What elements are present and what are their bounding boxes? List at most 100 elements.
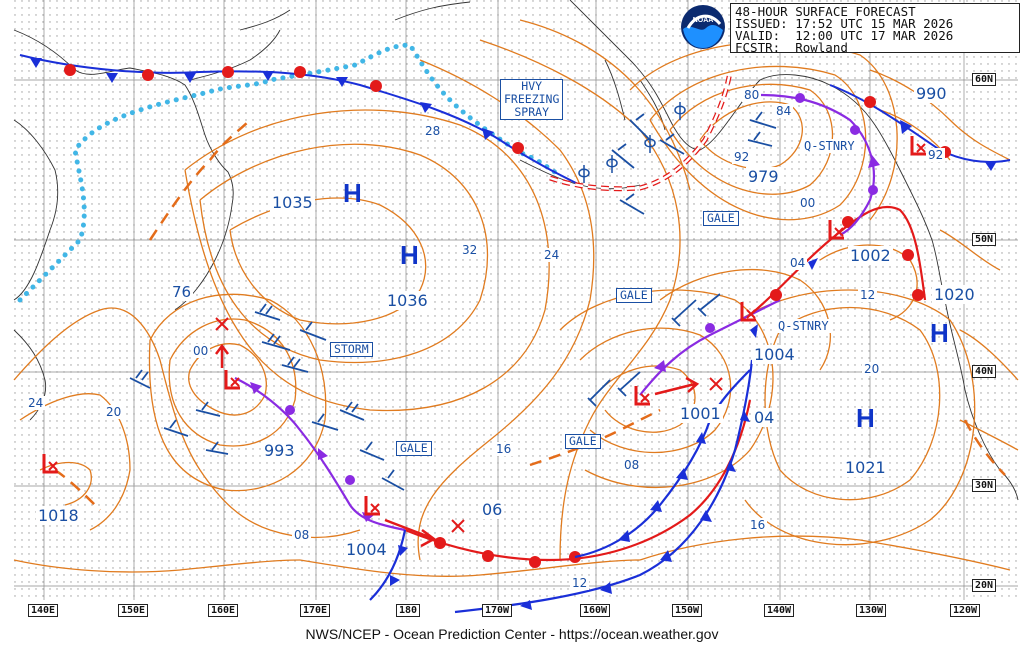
isobar-label: 04 (752, 408, 777, 427)
latitude-label: 20N (972, 579, 997, 592)
logo-text: NOAA (693, 17, 714, 24)
forecast-header: 48-HOUR SURFACE FORECAST ISSUED: 17:52 U… (730, 3, 1020, 55)
isobar-label: 24 (26, 396, 46, 410)
low-marker (42, 454, 58, 474)
cold-front-marks-north (30, 58, 494, 140)
latitude-label: 50N (972, 233, 997, 246)
isobar-label: 92 (926, 148, 946, 162)
isobar-label: 84 (774, 104, 794, 118)
low-marker (828, 220, 844, 240)
isobar-label: 00 (191, 344, 211, 358)
isobar-label: 32 (460, 243, 480, 257)
noaa-logo: NOAA (681, 5, 725, 49)
cold-front-east (454, 359, 754, 614)
longitude-label: 180 (396, 604, 421, 617)
warm-front-marks-east (770, 216, 924, 301)
wind-barbs (129, 111, 777, 491)
longitude-label: 140E (28, 604, 59, 617)
gale-warning-box: GALE (396, 441, 432, 456)
isobars (13, 19, 1019, 577)
low-pressure-value: 1004 (344, 540, 389, 559)
longitude-label: 170W (482, 604, 513, 617)
gale-warning-box: GALE (703, 211, 739, 226)
isobar-label: 20 (862, 362, 882, 376)
coastline-asia (13, 1, 471, 421)
longitude-label: 140W (764, 604, 795, 617)
latitude-label: 60N (972, 73, 997, 86)
high-pressure-value: 1035 (270, 193, 315, 212)
longitude-label: 120W (950, 604, 981, 617)
cold-front-marks-southwest (390, 545, 408, 586)
cold-front-marks-east (520, 410, 750, 610)
low-marker (224, 370, 240, 390)
cold-front-marks-east2 (750, 258, 818, 338)
future-position-x (451, 519, 465, 533)
low-marker (364, 496, 380, 516)
isobar-label: 12 (570, 576, 590, 590)
motion-arrow (215, 343, 229, 368)
isobar-label: 12 (858, 288, 878, 302)
low-pressure-value: 990 (914, 84, 949, 103)
occluded-marks-east (795, 93, 880, 195)
forecast-title: 48-HOUR SURFACE FORECAST (735, 4, 916, 19)
isobar-label: 80 (742, 88, 762, 102)
forecaster: FCSTR: Rowland (735, 40, 848, 55)
high-center-letter: H (930, 318, 949, 348)
low-pressure-value: 1002 (848, 246, 893, 265)
q-stnry-cold-marks (900, 120, 997, 171)
occluded-front-central (639, 299, 781, 396)
isobar-label: 16 (748, 518, 768, 532)
isobar-label: 08 (622, 458, 642, 472)
isobar-label: 20 (104, 405, 124, 419)
quasi-stationary-label: Q-STNRY (802, 139, 857, 153)
high-center-letter: H (400, 240, 419, 270)
latitude-label: 30N (972, 479, 997, 492)
gale-warning-box: GALE (565, 434, 601, 449)
motion-arrow (384, 518, 437, 548)
low-pressure-value: 979 (746, 167, 781, 186)
isobar-label: 92 (732, 150, 752, 164)
low-center-markers (42, 136, 926, 548)
occluded-marks-central (654, 323, 715, 372)
low-pressure-value: 1018 (36, 506, 81, 525)
isobar-label: 00 (798, 196, 818, 210)
motion-arrow (654, 376, 700, 396)
low-marker (740, 302, 756, 322)
high-center-letter: H (856, 403, 875, 433)
longitude-label: 170E (300, 604, 331, 617)
ice-edge (17, 42, 563, 303)
freezing-spray-symbols (578, 102, 686, 183)
low-pressure-value: 993 (262, 441, 297, 460)
warm-front-marks-south (434, 537, 581, 568)
isobar-label: 76 (170, 283, 194, 301)
low-pressure-value: 1001 (678, 404, 723, 423)
warm-front-marks-north (64, 64, 524, 154)
high-pressure-value: 1020 (932, 285, 977, 304)
heavy-freezing-spray-box: HVY FREEZING SPRAY (500, 79, 564, 120)
low-pressure-value: 1004 (752, 345, 797, 364)
gale-warning-box: GALE (616, 288, 652, 303)
warm-front-south (404, 399, 752, 562)
high-pressure-value: 1021 (843, 458, 888, 477)
cold-front-marks-central (618, 432, 706, 542)
longitude-label: 150E (118, 604, 149, 617)
high-pressure-value: 1036 (385, 291, 430, 310)
cold-front-southwest (369, 529, 407, 601)
storm-warning-box: STORM (330, 342, 373, 357)
longitude-label: 130W (856, 604, 887, 617)
longitude-label: 160E (208, 604, 239, 617)
warm-front-east (749, 205, 927, 316)
footer-credit: NWS/NCEP - Ocean Prediction Center - htt… (305, 626, 719, 642)
issued-time: ISSUED: 17:52 UTC 15 MAR 2026 (735, 16, 954, 31)
longitude-label: 160W (580, 604, 611, 617)
future-position-x (215, 317, 229, 331)
stationary-front-north (19, 54, 581, 186)
isobar-label: 28 (423, 124, 443, 138)
low-marker (910, 136, 926, 156)
latitude-label: 40N (972, 365, 997, 378)
future-position-x (709, 377, 723, 391)
high-center-letter: H (343, 178, 362, 208)
isobar-label: 06 (480, 500, 505, 519)
longitude-label: 150W (672, 604, 703, 617)
